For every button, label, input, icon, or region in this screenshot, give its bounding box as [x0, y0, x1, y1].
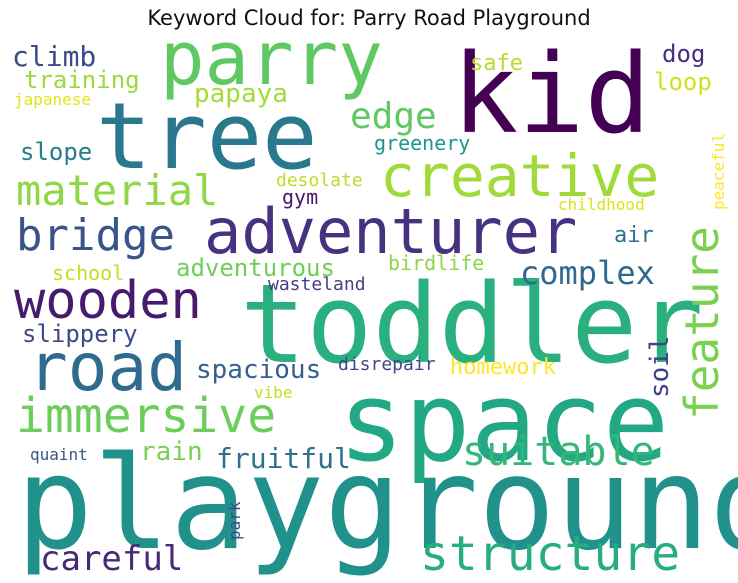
word-spacious: spacious — [196, 355, 321, 385]
word-adventurous: adventurous — [176, 254, 335, 282]
word-slope: slope — [20, 138, 92, 166]
word-edge: edge — [350, 96, 437, 137]
word-creative: creative — [380, 142, 659, 210]
word-soil: soil — [645, 335, 675, 398]
word-slippery: slippery — [22, 320, 138, 348]
word-parry: parry — [160, 16, 383, 102]
word-homework: homework — [450, 355, 556, 380]
word-park: park — [225, 501, 244, 540]
word-kid: kid — [452, 30, 651, 158]
word-toddler: toddler — [240, 260, 704, 388]
word-greenery: greenery — [374, 131, 470, 155]
word-careful: careful — [40, 539, 183, 579]
word-immersive: immersive — [16, 388, 276, 444]
word-playground: playground — [16, 430, 738, 579]
word-japanese: japanese — [14, 90, 91, 109]
word-birdlife: birdlife — [388, 251, 484, 275]
word-suitable: suitable — [462, 429, 655, 475]
word-childhood: childhood — [558, 195, 645, 214]
word-disrepair: disrepair — [338, 354, 436, 375]
word-climb: climb — [12, 40, 96, 73]
word-adventurer: adventurer — [204, 195, 577, 268]
word-papaya: papaya — [194, 79, 288, 109]
word-tree: tree — [96, 83, 318, 190]
word-loop: loop — [654, 68, 712, 96]
word-gym: gym — [282, 185, 318, 209]
word-road: road — [28, 329, 187, 406]
word-structure: structure — [420, 526, 680, 582]
word-wooden: wooden — [14, 271, 202, 331]
word-quaint: quaint — [30, 445, 88, 464]
word-space: space — [338, 358, 669, 486]
word-feature: feature — [675, 226, 729, 420]
word-peaceful: peaceful — [709, 133, 728, 210]
word-bridge: bridge — [16, 210, 175, 261]
word-school: school — [52, 261, 124, 285]
word-wasteland: wasteland — [268, 274, 366, 295]
word-training: training — [24, 66, 140, 94]
chart-title: Keyword Cloud for: Parry Road Playground — [147, 6, 591, 30]
word-safe: safe — [470, 51, 523, 76]
word-material: material — [16, 166, 218, 215]
word-complex: complex — [520, 254, 655, 292]
word-desolate: desolate — [276, 170, 363, 191]
word-fruitful: fruitful — [216, 442, 351, 475]
word-vibe: vibe — [254, 383, 293, 402]
word-rain: rain — [140, 437, 203, 467]
word-dog: dog — [662, 40, 705, 68]
word-air: air — [614, 223, 654, 248]
